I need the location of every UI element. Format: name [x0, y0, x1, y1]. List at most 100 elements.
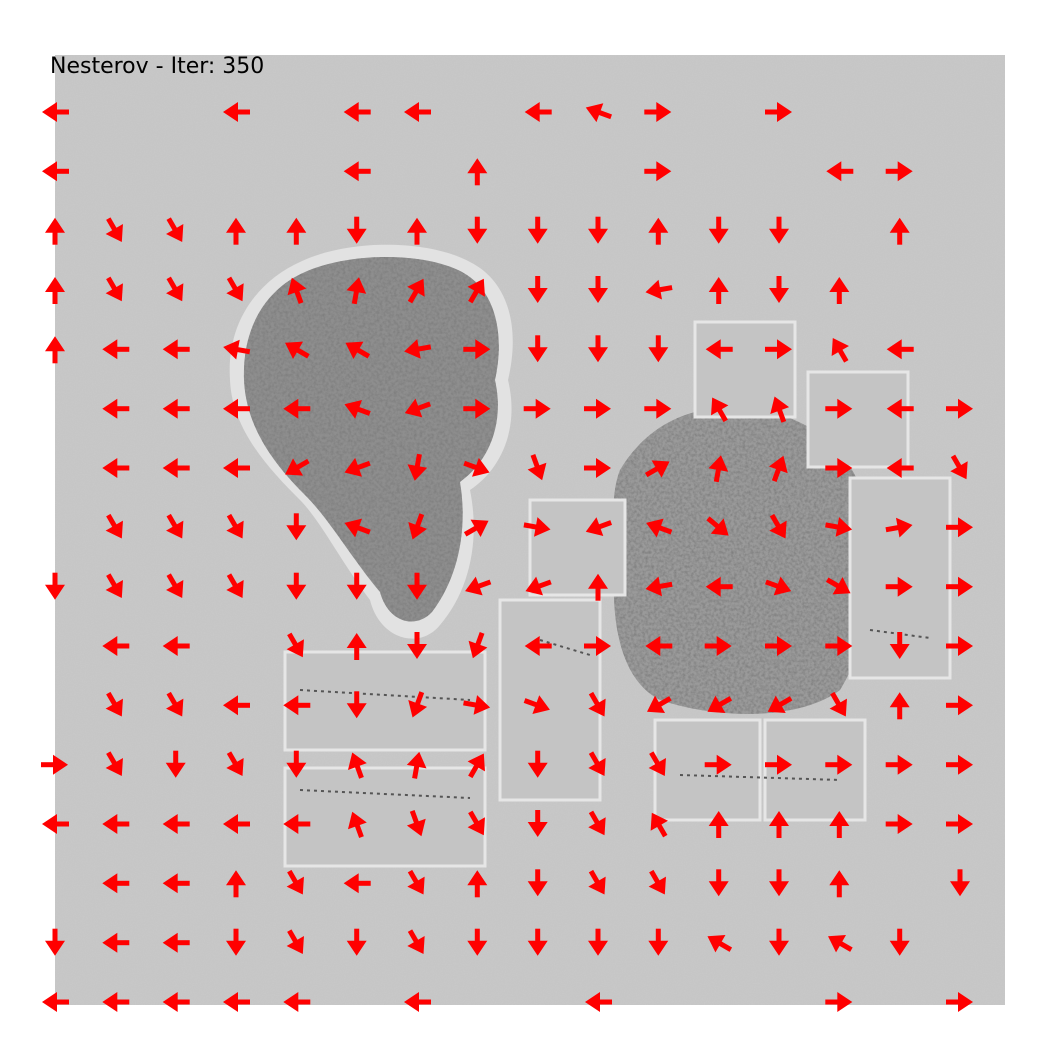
arrow-r5-c2 [162, 398, 190, 419]
arrow-r13-c10 [648, 869, 666, 895]
arrow-r9-c4 [286, 632, 304, 658]
arrow-r7-c9 [585, 517, 613, 537]
arrow-r9-c15 [946, 636, 973, 656]
arrow-r9-c5 [346, 633, 367, 660]
arrow-r6-c9 [584, 458, 611, 478]
arrow-r6-c1 [102, 458, 130, 478]
arrow-r1-c13 [826, 161, 854, 182]
arrow-r10-c10 [647, 695, 672, 713]
arrow-r12-c7 [467, 810, 485, 836]
arrow-r12-c5 [347, 811, 367, 839]
arrow-r9-c9 [584, 636, 611, 656]
arrow-r8-c2 [166, 573, 184, 598]
arrow-r6-c15 [950, 454, 968, 480]
arrow-r10-c12 [767, 695, 793, 713]
arrow-r8-c3 [226, 573, 244, 598]
arrow-r3-c0 [45, 277, 65, 304]
arrow-r8-c11 [705, 576, 733, 597]
arrow-r0-c8 [524, 102, 552, 122]
arrow-r7-c13 [825, 517, 853, 537]
arrow-r13-c1 [102, 873, 130, 894]
arrow-r14-c14 [889, 928, 910, 956]
arrow-r7-c12 [769, 513, 787, 539]
arrow-r0-c10 [644, 102, 672, 122]
arrow-r6-c8 [527, 453, 547, 481]
arrow-r14-c8 [527, 928, 548, 956]
arrow-r1-c5 [343, 161, 371, 182]
arrow-r8-c14 [885, 576, 913, 597]
arrow-r8-c10 [645, 576, 673, 597]
arrow-r10-c4 [283, 695, 311, 716]
arrow-r3-c5 [346, 277, 367, 305]
arrow-r11-c15 [946, 754, 973, 775]
arrow-r11-c7 [467, 753, 485, 779]
arrow-r3-c9 [588, 276, 608, 303]
arrow-r4-c14 [886, 339, 914, 360]
arrow-r14-c5 [346, 928, 367, 956]
arrow-r2-c5 [346, 216, 367, 244]
arrow-r13-c6 [407, 869, 425, 895]
arrow-r7-c3 [226, 513, 244, 539]
arrow-r1-c7 [467, 158, 488, 186]
arrow-r10-c2 [166, 691, 184, 717]
arrow-r7-c2 [166, 513, 184, 539]
arrow-r13-c11 [708, 869, 729, 897]
arrow-r4-c11 [705, 339, 733, 360]
arrow-r8-c6 [407, 572, 427, 600]
arrow-r13-c2 [162, 873, 190, 894]
arrow-r8-c0 [45, 572, 65, 600]
arrow-r5-c4 [283, 398, 311, 419]
building-blocks [283, 320, 952, 868]
arrow-r2-c12 [769, 216, 789, 244]
arrow-r5-c11 [711, 397, 729, 423]
arrow-r7-c4 [286, 513, 307, 541]
arrow-r6-c7 [463, 457, 490, 477]
arrow-r2-c9 [588, 216, 608, 244]
arrow-r12-c14 [885, 814, 913, 834]
arrow-r10-c5 [346, 691, 367, 719]
arrow-r6-c14 [886, 458, 914, 478]
arrow-r2-c10 [648, 217, 669, 245]
arrow-r12-c15 [946, 814, 973, 834]
arrow-r13-c15 [950, 869, 970, 897]
arrow-r13-c3 [226, 870, 246, 898]
arrow-r11-c12 [765, 754, 792, 775]
arrow-r4-c4 [285, 341, 310, 359]
arrow-r0-c9 [585, 103, 613, 123]
arrow-r3-c8 [527, 276, 548, 303]
arrow-r2-c14 [889, 217, 910, 245]
arrow-r6-c2 [162, 458, 190, 478]
arrow-r5-c3 [223, 398, 250, 419]
arrow-r1-c14 [885, 161, 913, 182]
quiver-arrows [41, 102, 973, 1012]
arrow-r3-c13 [829, 277, 850, 304]
arrow-r7-c14 [885, 517, 913, 538]
arrow-r15-c1 [102, 992, 130, 1012]
arrow-r6-c5 [344, 457, 371, 477]
arrow-r4-c12 [765, 339, 792, 360]
arrow-r11-c2 [165, 750, 186, 778]
arrow-r5-c6 [404, 398, 432, 418]
arrow-r2-c3 [226, 217, 246, 245]
arrow-r4-c0 [45, 336, 65, 364]
arrow-r11-c0 [41, 754, 68, 775]
arrow-r5-c7 [463, 398, 491, 419]
arrow-r15-c2 [162, 992, 190, 1012]
arrow-r9-c12 [765, 636, 792, 656]
arrow-r4-c5 [345, 341, 371, 359]
arrow-r12-c6 [406, 809, 426, 837]
arrow-r12-c10 [650, 812, 668, 838]
arrow-r14-c6 [407, 929, 425, 954]
arrow-r9-c2 [162, 636, 190, 656]
arrow-r14-c3 [226, 928, 246, 956]
arrow-r2-c8 [527, 216, 548, 244]
arrow-r4-c1 [102, 339, 130, 360]
right-cluster-texture [613, 407, 874, 714]
arrow-r3-c11 [708, 277, 729, 304]
arrow-r12-c8 [527, 810, 548, 837]
arrow-r15-c4 [283, 992, 311, 1012]
arrow-r15-c3 [223, 992, 250, 1012]
arrow-r4-c9 [588, 335, 608, 363]
arrow-r10-c13 [829, 691, 847, 717]
arrow-r0-c12 [765, 102, 792, 122]
